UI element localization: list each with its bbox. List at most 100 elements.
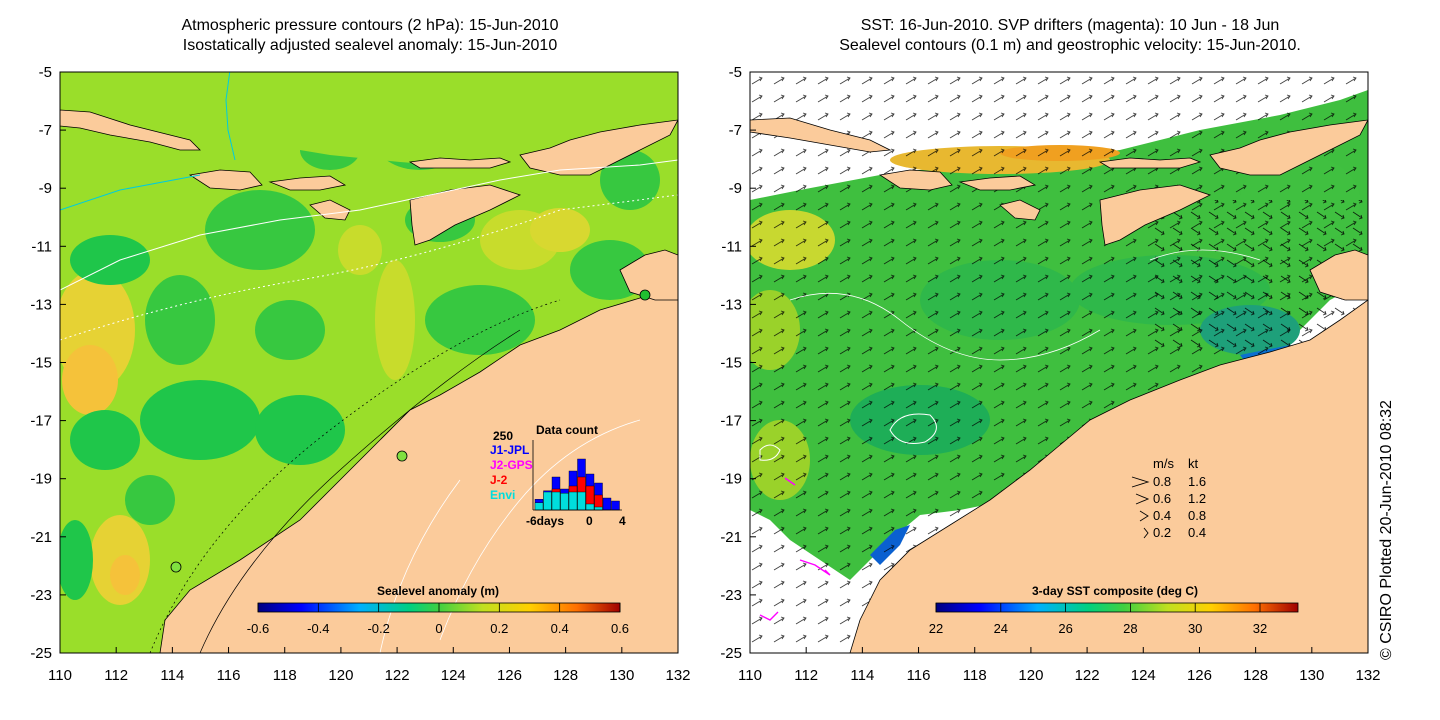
y-tick-label: -25	[720, 645, 742, 662]
sst-colorbar: 3-day SST composite (deg C) 22 24 26 28 30 32	[929, 584, 1299, 636]
y-tick-label: -13	[720, 296, 742, 313]
y-tick-label: -5	[39, 64, 52, 81]
sealevel-colorbar: Sealevel anomaly (m) -0.6 -0.4 -0.2 0 0.2 0.4…	[247, 584, 629, 636]
y-tick-label: -17	[720, 413, 742, 430]
velocity-legend-arrow	[1131, 476, 1150, 488]
y-tick-label: -11	[31, 238, 52, 255]
x-tick-label: 124	[1131, 667, 1156, 684]
colorbar-tick-label: 28	[1123, 621, 1137, 636]
left-title-line2: Isostatically adjusted sealevel anomaly:…	[182, 37, 558, 54]
data-count-title: Data count	[536, 423, 598, 437]
x-tick-label: 118	[963, 667, 987, 684]
right-title-line1: SST: 16-Jun-2010. SVP drifters (magenta)…	[860, 17, 1280, 34]
x-tick-label: 116	[217, 667, 241, 684]
colorbar-tick-label: -0.2	[367, 621, 389, 636]
velocity-legend-kt: 0.4	[1188, 525, 1206, 540]
y-tick-label: -19	[30, 471, 52, 488]
data-count-bar-jpl	[611, 500, 620, 511]
data-count-bar-envi	[594, 506, 603, 511]
velocity-legend-kt: 0.8	[1188, 508, 1206, 523]
data-count-legend-entry: J-2	[490, 473, 508, 487]
left-y-axis: -5 -7 -9 -11 -13 -15 -17 -19 -21 -23 -25	[30, 64, 66, 662]
data-count-xlabel-start: -6days	[526, 514, 564, 528]
sealevel-colorbar-label: Sealevel anomaly (m)	[377, 584, 499, 598]
colorbar-tick-label: -0.4	[307, 621, 329, 636]
y-tick-label: -19	[720, 471, 742, 488]
sealevel-anomaly-map	[60, 72, 678, 653]
x-tick-label: 116	[907, 667, 931, 684]
right-x-axis: 110 112 114 116 118 120 122 124 126 128 130 132	[738, 647, 1381, 684]
y-tick-label: -7	[729, 122, 742, 139]
y-tick-label: -15	[720, 355, 742, 372]
data-count-xlabel-end: 4	[619, 514, 626, 528]
data-count-xlabel-zero: 0	[586, 514, 593, 528]
y-tick-label: -15	[30, 355, 52, 372]
sst-map	[750, 72, 1368, 653]
x-tick-label: 120	[328, 667, 353, 684]
x-tick-label: 114	[160, 667, 184, 684]
velocity-legend-kt: 1.6	[1188, 474, 1206, 489]
x-tick-label: 130	[1299, 667, 1324, 684]
x-tick-label: 128	[1243, 667, 1268, 684]
velocity-legend-arrow	[1139, 510, 1149, 522]
velocity-legend-kt: 1.2	[1188, 491, 1206, 506]
x-tick-label: 122	[385, 667, 410, 684]
colorbar-tick-label: 24	[994, 621, 1008, 636]
sst-colorbar-ticks: 22 24 26 28 30 32	[929, 603, 1267, 636]
data-count-legend-entry: Envi	[490, 488, 515, 502]
y-tick-label: -23	[720, 587, 742, 604]
colorbar-tick-label: 0	[435, 621, 442, 636]
x-tick-label: 112	[104, 667, 128, 684]
left-title-line1: Atmospheric pressure contours (2 hPa): 1…	[181, 17, 559, 34]
y-tick-label: -5	[729, 64, 742, 81]
colorbar-tick-label: 0.6	[611, 621, 629, 636]
x-tick-label: 124	[441, 667, 466, 684]
y-tick-label: -25	[30, 645, 52, 662]
sealevel-colorbar-ticks: -0.6 -0.4 -0.2 0 0.2 0.4 0.6	[247, 603, 629, 636]
colorbar-tick-label: 22	[929, 621, 943, 636]
left-x-axis: 110 112 114 116 118 120 122 124 126 128 130 132	[48, 647, 691, 684]
y-tick-label: -9	[729, 180, 742, 197]
x-tick-label: 130	[609, 667, 634, 684]
colorbar-tick-label: 0.4	[551, 621, 569, 636]
data-count-max-label: 250	[493, 429, 513, 443]
velocity-legend: m/s kt 0.8 1.6 0.6 1.2 0.4 0.8 0.2 0.4	[1131, 456, 1206, 540]
data-count-bar-envi	[551, 491, 561, 511]
colorbar-tick-label: 32	[1253, 621, 1267, 636]
velocity-legend-ms: 0.2	[1153, 525, 1171, 540]
x-tick-label: 132	[665, 667, 690, 684]
data-count-legend-entry: J2-GPS	[490, 458, 533, 472]
data-count-bar-envi	[534, 502, 544, 511]
data-count-bar-envi	[568, 491, 578, 511]
credit-text: © CSIRO Plotted 20-Jun-2010 08:32	[1378, 400, 1395, 660]
right-y-axis: -5 -7 -9 -11 -13 -15 -17 -19 -21 -23 -25	[720, 64, 756, 662]
colorbar-tick-label: 26	[1058, 621, 1072, 636]
right-map-title: SST: 16-Jun-2010. SVP drifters (magenta)…	[750, 16, 1390, 56]
velocity-legend-rows: 0.8 1.6 0.6 1.2 0.4 0.8 0.2 0.4	[1131, 474, 1206, 540]
x-tick-label: 118	[273, 667, 297, 684]
x-tick-label: 122	[1075, 667, 1100, 684]
right-title-line2: Sealevel contours (0.1 m) and geostrophi…	[839, 37, 1301, 54]
left-map-title: Atmospheric pressure contours (2 hPa): 1…	[60, 16, 680, 56]
x-tick-label: 110	[48, 667, 72, 684]
y-tick-label: -21	[720, 529, 742, 546]
velocity-legend-ms: 0.4	[1153, 508, 1171, 523]
colorbar-tick-label: 0.2	[490, 621, 508, 636]
data-count-bar-envi	[577, 491, 586, 511]
y-tick-label: -7	[39, 122, 52, 139]
y-tick-label: -13	[30, 296, 52, 313]
x-tick-label: 120	[1018, 667, 1043, 684]
y-tick-label: -11	[721, 238, 742, 255]
y-tick-label: -9	[39, 180, 52, 197]
x-tick-label: 112	[794, 667, 818, 684]
velocity-legend-ms: 0.6	[1153, 491, 1171, 506]
velocity-legend-ms: 0.8	[1153, 474, 1171, 489]
y-tick-label: -23	[30, 587, 52, 604]
data-count-bar-envi	[560, 493, 569, 511]
x-tick-label: 114	[850, 667, 874, 684]
velocity-legend-arrow	[1143, 527, 1149, 539]
data-count-legend-entry: J1-JPL	[490, 443, 529, 457]
